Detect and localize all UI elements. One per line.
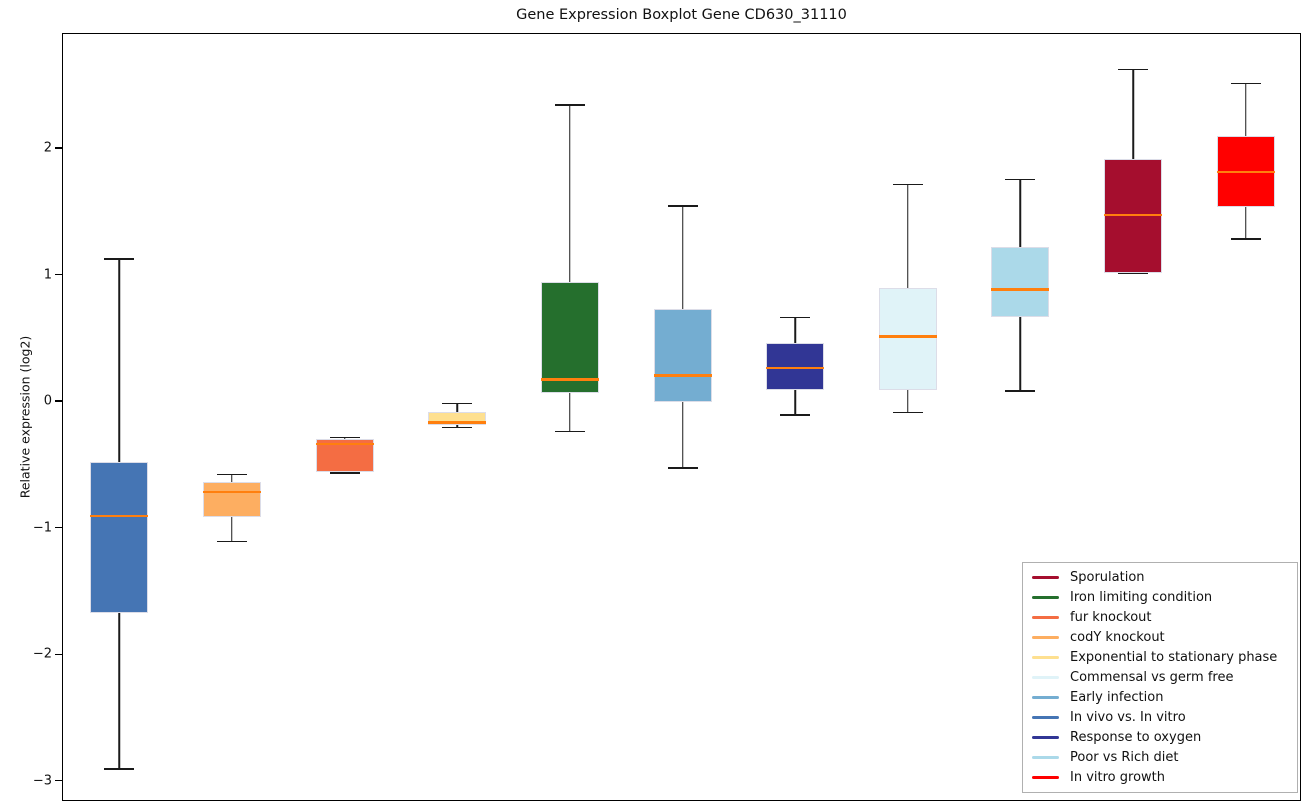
legend-color-line <box>1032 636 1059 639</box>
legend-color-line <box>1032 656 1059 659</box>
boxplot-box <box>202 481 261 518</box>
whisker-cap-bottom <box>329 472 360 474</box>
legend-item: Response to oxygen <box>1032 728 1288 747</box>
legend: Sporulation Iron limiting condition fur kn… <box>1022 562 1298 793</box>
legend-item-label: In vivo vs. In vitro <box>1070 710 1186 725</box>
whisker-cap-top <box>216 473 247 476</box>
whisker-cap-bottom <box>1005 390 1036 392</box>
y-tick-mark <box>55 400 62 402</box>
plot-area <box>62 33 1301 801</box>
legend-item-label: Poor vs Rich diet <box>1070 750 1179 765</box>
whisker-cap-top <box>1230 82 1261 85</box>
legend-color-line <box>1032 696 1059 699</box>
y-tick-mark <box>55 273 62 276</box>
median-line <box>653 374 712 377</box>
y-tick-mark <box>55 653 62 655</box>
chart-title: Gene Expression Boxplot Gene CD630_31110 <box>516 7 847 23</box>
whisker-cap-bottom <box>780 414 811 416</box>
legend-item: In vitro growth <box>1032 768 1288 787</box>
y-tick-label: 1 <box>43 267 52 283</box>
y-tick-mark <box>55 780 62 782</box>
legend-item: codY knockout <box>1032 628 1288 647</box>
legend-item: Poor vs Rich diet <box>1032 748 1288 767</box>
legend-item-label: codY knockout <box>1070 630 1165 645</box>
legend-color-line <box>1032 716 1059 719</box>
median-line <box>315 442 374 446</box>
whisker-cap-top <box>1118 68 1149 71</box>
legend-item-label: Exponential to stationary phase <box>1070 650 1278 665</box>
whisker-cap-top <box>667 205 698 207</box>
y-tick-label: 2 <box>43 140 52 156</box>
whisker-cap-bottom <box>892 411 923 414</box>
whisker-cap-top <box>780 316 811 319</box>
legend-item-label: Commensal vs germ free <box>1070 670 1234 685</box>
legend-item-label: fur knockout <box>1070 610 1152 625</box>
median-line <box>540 378 599 381</box>
median-line <box>991 288 1050 291</box>
legend-item-label: In vitro growth <box>1070 770 1165 785</box>
legend-color-line <box>1032 756 1059 759</box>
y-tick-mark <box>55 527 62 529</box>
legend-item: In vivo vs. In vitro <box>1032 708 1288 727</box>
legend-item: Commensal vs germ free <box>1032 668 1288 687</box>
whisker-cap-top <box>104 258 135 260</box>
legend-color-line <box>1032 776 1059 779</box>
whisker-cap-bottom <box>216 540 247 543</box>
legend-item: Early infection <box>1032 688 1288 707</box>
whisker-cap-top <box>892 183 923 186</box>
whisker-cap-bottom <box>442 426 473 429</box>
legend-item: Exponential to stationary phase <box>1032 648 1288 667</box>
boxplot-box <box>878 288 937 390</box>
boxplot-box <box>991 246 1050 318</box>
y-tick-label: −1 <box>32 520 52 536</box>
whisker-cap-top <box>442 402 473 405</box>
whisker-cap-bottom <box>1230 238 1261 240</box>
median-line <box>202 490 261 494</box>
legend-item: Iron limiting condition <box>1032 588 1288 607</box>
legend-color-line <box>1032 616 1059 619</box>
y-tick-label: 0 <box>43 393 52 409</box>
boxplot-box <box>653 308 712 403</box>
whisker-line <box>569 104 571 432</box>
y-tick-label: −3 <box>32 773 52 789</box>
legend-color-line <box>1032 736 1059 739</box>
whisker-cap-bottom <box>1118 272 1149 274</box>
legend-item: Sporulation <box>1032 568 1288 587</box>
median-line <box>766 366 825 370</box>
median-line <box>90 514 149 518</box>
whisker-cap-top <box>1005 178 1036 181</box>
legend-color-line <box>1032 596 1059 599</box>
whisker-cap-bottom <box>667 467 698 469</box>
legend-item-label: Response to oxygen <box>1070 730 1202 745</box>
legend-item-label: Iron limiting condition <box>1070 590 1213 605</box>
median-line <box>428 421 487 424</box>
y-tick-mark <box>55 147 62 149</box>
whisker-cap-top <box>329 436 360 439</box>
legend-item-label: Sporulation <box>1070 570 1145 585</box>
whisker-cap-bottom <box>554 430 585 433</box>
median-line <box>1216 170 1275 174</box>
median-line <box>878 335 937 338</box>
legend-item: fur knockout <box>1032 608 1288 627</box>
y-tick-label: −2 <box>32 646 52 662</box>
legend-item-label: Early infection <box>1070 690 1164 705</box>
whisker-cap-bottom <box>104 768 135 770</box>
y-axis-label: Relative expression (log2) <box>17 335 33 499</box>
boxplot-box <box>540 281 599 394</box>
whisker-cap-top <box>554 104 585 106</box>
median-line <box>1104 213 1163 217</box>
legend-color-line <box>1032 576 1059 579</box>
boxplot-box <box>90 461 149 614</box>
boxplot-box <box>766 342 825 390</box>
legend-color-line <box>1032 676 1059 679</box>
boxplot-box <box>1104 159 1163 274</box>
